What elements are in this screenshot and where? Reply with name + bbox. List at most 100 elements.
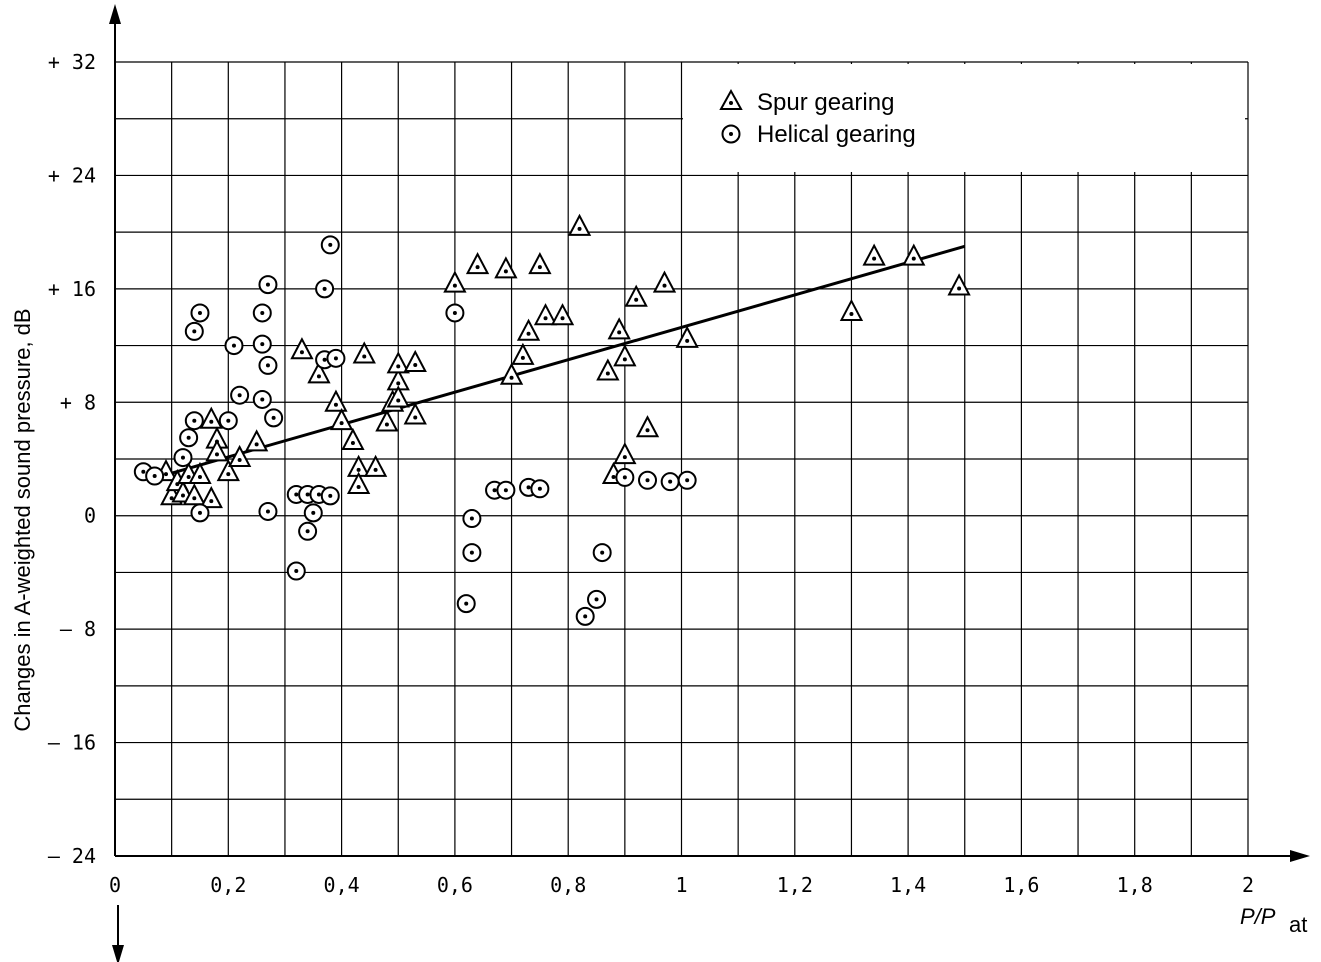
spur-point bbox=[205, 439, 229, 462]
helical-point bbox=[320, 486, 340, 506]
spur-point bbox=[947, 273, 971, 296]
spur-point bbox=[675, 325, 699, 348]
spur-point bbox=[307, 361, 331, 384]
spur-point bbox=[290, 337, 314, 360]
spur-point bbox=[182, 483, 206, 506]
spur-point bbox=[511, 342, 535, 365]
helical-point bbox=[264, 408, 284, 428]
helical-point bbox=[184, 411, 204, 431]
helical-point bbox=[252, 303, 272, 323]
helical-point bbox=[179, 428, 199, 448]
helical-point bbox=[230, 385, 250, 405]
helical-point bbox=[184, 321, 204, 341]
spur-point bbox=[528, 252, 552, 275]
spur-point bbox=[516, 318, 541, 341]
spur-point bbox=[227, 444, 252, 467]
y-tick-label: + 8 bbox=[60, 390, 96, 414]
x-tick-label: 1,6 bbox=[1003, 873, 1039, 897]
x-tick-label: 0,4 bbox=[324, 873, 360, 897]
helical-point bbox=[173, 448, 193, 468]
helical-point bbox=[326, 348, 346, 368]
spur-point bbox=[624, 284, 648, 307]
spur-point bbox=[329, 407, 354, 431]
spur-point bbox=[533, 303, 558, 326]
spur-point bbox=[346, 471, 371, 494]
y-tick-label: – 8 bbox=[60, 617, 96, 641]
x-tick-label: 1,2 bbox=[777, 873, 813, 897]
legend-helical-marker bbox=[721, 124, 741, 144]
helical-point bbox=[530, 479, 550, 499]
helical-point bbox=[587, 589, 607, 609]
spur-point bbox=[596, 358, 620, 381]
helical-point bbox=[145, 466, 165, 486]
helical-point bbox=[252, 389, 272, 409]
helical-point bbox=[462, 543, 482, 563]
helical-point bbox=[677, 470, 697, 490]
spur-point bbox=[352, 341, 376, 364]
svg-text:at: at bbox=[1289, 912, 1307, 937]
spur-point bbox=[386, 385, 410, 408]
legend-spur-label: Spur gearing bbox=[757, 89, 894, 116]
helical-point bbox=[615, 467, 635, 487]
spur-point bbox=[199, 485, 223, 509]
y-tick-label: + 32 bbox=[48, 50, 96, 74]
spur-point bbox=[324, 389, 348, 412]
helical-point bbox=[258, 275, 278, 295]
spur-point bbox=[902, 243, 926, 266]
spur-point bbox=[550, 303, 575, 326]
spur-point bbox=[199, 406, 223, 429]
helical-point bbox=[298, 521, 318, 541]
x-tick-label: 0 bbox=[109, 873, 121, 897]
legend: Spur gearing Helical gearing bbox=[683, 64, 1245, 172]
axes bbox=[109, 4, 1310, 962]
helical-point bbox=[660, 472, 680, 492]
spur-point bbox=[635, 415, 660, 438]
spur-point bbox=[341, 427, 365, 450]
spur-point bbox=[244, 429, 269, 452]
helical-point bbox=[258, 355, 278, 375]
x-axis-label: P/P at bbox=[1240, 904, 1307, 937]
x-tick-label: 0,6 bbox=[437, 873, 473, 897]
tick-labels: 0 0,2 0,4 0,6 0,8 1 1,2 1,4 1,6 1,8 2 + 32 + 24 + 16 +… bbox=[48, 50, 1254, 897]
helical-point bbox=[258, 501, 278, 521]
x-tick-label: 0,8 bbox=[550, 873, 586, 897]
helical-point bbox=[445, 303, 465, 323]
helical-point bbox=[224, 336, 244, 356]
helical-point bbox=[252, 334, 272, 354]
y-tick-label: 0 bbox=[84, 504, 96, 528]
helical-point bbox=[456, 594, 476, 614]
spur-point bbox=[613, 442, 637, 465]
spur-point bbox=[494, 256, 518, 279]
x-tick-label: 1,8 bbox=[1117, 873, 1153, 897]
helical-point bbox=[462, 509, 482, 529]
spur-point bbox=[499, 362, 524, 385]
spur-point bbox=[862, 243, 886, 266]
spur-point bbox=[443, 270, 467, 293]
helical-point bbox=[218, 411, 238, 431]
spur-point bbox=[613, 344, 637, 367]
helical-point bbox=[638, 470, 658, 490]
spur-point bbox=[188, 461, 212, 485]
spur-point bbox=[403, 349, 427, 373]
spur-point bbox=[386, 351, 410, 374]
y-axis-label: Changes in A-weighted sound pressure, dB bbox=[10, 308, 35, 731]
y-tick-label: – 24 bbox=[48, 844, 96, 868]
spur-point bbox=[839, 298, 864, 321]
data-points bbox=[133, 213, 971, 626]
helical-point bbox=[592, 543, 612, 563]
helical-point bbox=[286, 561, 306, 581]
x-tick-label: 2 bbox=[1242, 873, 1254, 897]
svg-text:P/P: P/P bbox=[1240, 904, 1276, 929]
spur-point bbox=[375, 409, 399, 432]
spur-point bbox=[216, 459, 240, 482]
helical-point bbox=[320, 235, 340, 255]
helical-point bbox=[315, 279, 335, 299]
helical-point bbox=[496, 480, 516, 500]
helical-point bbox=[575, 606, 595, 626]
grid bbox=[114, 61, 1249, 857]
spur-point bbox=[567, 213, 592, 236]
y-tick-label: + 16 bbox=[48, 277, 96, 301]
legend-spur-marker bbox=[719, 88, 743, 110]
helical-point bbox=[190, 303, 210, 323]
helical-point bbox=[303, 503, 323, 523]
